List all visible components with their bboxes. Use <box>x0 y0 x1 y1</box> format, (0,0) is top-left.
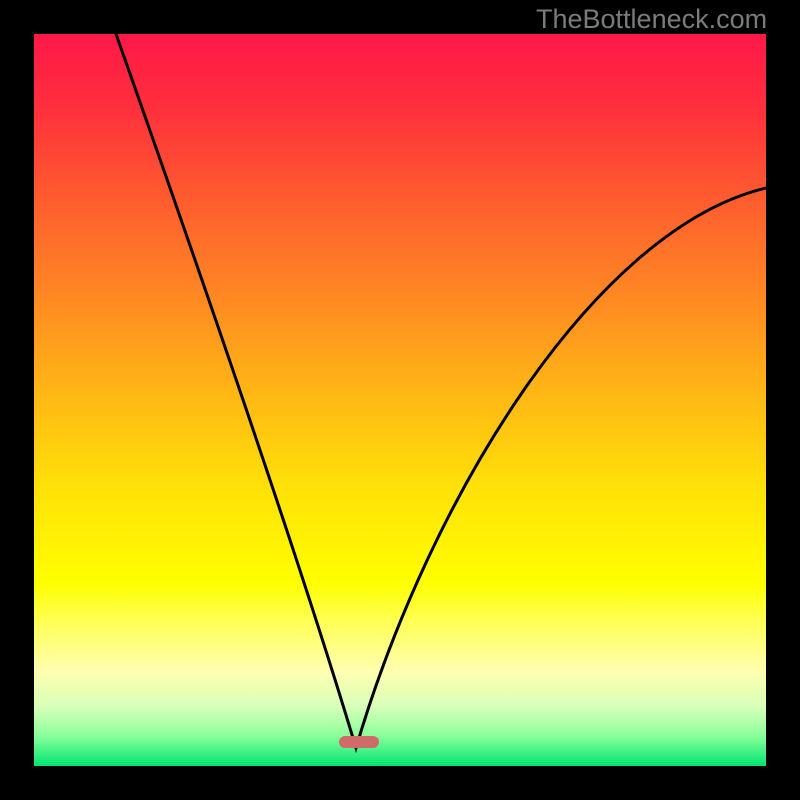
chart-frame: TheBottleneck.com <box>0 0 800 800</box>
watermark-text: TheBottleneck.com <box>536 4 767 35</box>
plot-svg <box>34 34 766 766</box>
plot-area <box>34 34 766 766</box>
gradient-background <box>34 34 766 766</box>
optimal-marker <box>339 736 379 748</box>
